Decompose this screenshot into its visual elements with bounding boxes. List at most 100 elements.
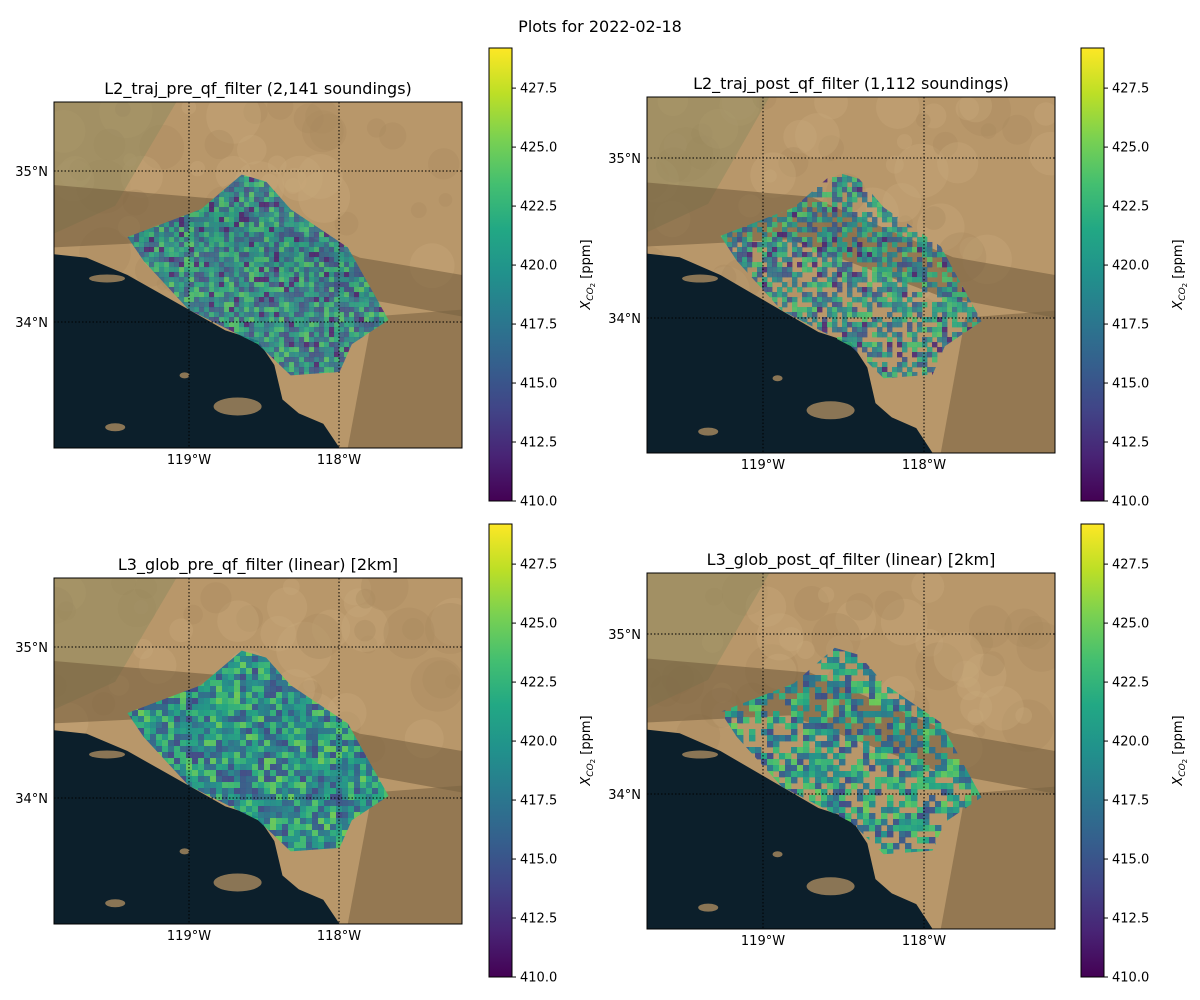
xco2-cell xyxy=(149,322,155,328)
xco2-cell xyxy=(204,342,210,348)
terrain-patch xyxy=(107,273,140,306)
xco2-cell xyxy=(454,362,459,367)
xco2-cell xyxy=(254,102,259,107)
xco2-cell xyxy=(304,202,310,208)
xco2-cell xyxy=(379,152,384,157)
xco2-cell xyxy=(89,182,94,187)
xco2-cell xyxy=(127,232,130,238)
xco2-cell xyxy=(359,122,364,127)
xco2-cell xyxy=(54,402,59,407)
xco2-cell xyxy=(264,387,269,392)
xco2-cell xyxy=(239,127,244,132)
xco2-cell xyxy=(159,367,165,373)
xco2-cell xyxy=(169,232,175,238)
xco2-cell xyxy=(269,217,275,223)
xco2-cell xyxy=(359,202,365,208)
xco2-cell xyxy=(459,172,464,177)
xco2-cell xyxy=(269,287,275,293)
xco2-cell xyxy=(319,117,324,122)
xco2-cell xyxy=(254,307,260,313)
xco2-cell xyxy=(194,174,200,178)
xco2-cell xyxy=(144,287,150,293)
xco2-cell xyxy=(369,192,375,198)
xco2-cell xyxy=(409,202,414,207)
xco2-cell xyxy=(364,222,370,228)
xco2-cell xyxy=(269,132,274,137)
xco2-cell xyxy=(249,174,255,178)
xco2-cell xyxy=(389,322,394,327)
xco2-cell xyxy=(294,297,300,303)
xco2-cell xyxy=(194,337,200,343)
xco2-cell xyxy=(444,237,449,242)
xco2-cell xyxy=(404,137,409,142)
xco2-cell xyxy=(169,392,174,397)
xco2-cell xyxy=(414,112,419,117)
xco2-cell xyxy=(79,372,84,377)
xco2-cell xyxy=(244,222,250,228)
xco2-cell xyxy=(129,282,135,288)
xco2-cell xyxy=(379,272,385,278)
xco2-cell xyxy=(184,247,190,253)
xco2-cell xyxy=(254,167,259,172)
xco2-cell xyxy=(144,102,149,107)
xco2-cell xyxy=(284,302,290,308)
xco2-cell xyxy=(374,177,380,183)
xco2-cell xyxy=(434,392,439,397)
xco2-cell xyxy=(434,107,439,112)
island xyxy=(89,274,126,283)
xco2-cell xyxy=(314,227,320,233)
xco2-cell xyxy=(384,287,389,293)
xco2-cell xyxy=(324,362,330,368)
xco2-cell xyxy=(224,197,230,203)
xco2-cell xyxy=(124,122,129,127)
xco2-cell xyxy=(299,287,305,293)
xco2-cell xyxy=(254,197,260,203)
xco2-cell xyxy=(449,117,454,122)
xco2-cell xyxy=(64,327,69,332)
xco2-cell xyxy=(274,297,280,303)
xco2-cell xyxy=(99,342,104,347)
xco2-cell xyxy=(89,242,94,247)
xco2-cell xyxy=(289,362,295,368)
xco2-cell xyxy=(339,367,345,373)
xco2-cell xyxy=(409,252,414,257)
xco2-cell xyxy=(324,287,330,293)
xco2-cell xyxy=(179,197,185,203)
xco2-cell xyxy=(184,377,189,382)
xco2-cell xyxy=(414,272,419,277)
xco2-cell xyxy=(239,217,245,223)
xco2-cell xyxy=(344,247,350,253)
xco2-cell xyxy=(339,287,345,293)
xco2-cell xyxy=(229,327,235,333)
xco2-cell xyxy=(294,192,300,198)
xco2-cell xyxy=(419,132,424,137)
xco2-cell xyxy=(359,377,364,382)
xco2-cell xyxy=(84,137,89,142)
xco2-cell xyxy=(229,287,235,293)
xco2-cell xyxy=(219,147,224,152)
xco2-cell xyxy=(164,207,170,213)
xco2-cell xyxy=(314,197,320,203)
xco2-cell xyxy=(214,282,220,288)
xco2-cell xyxy=(389,307,394,312)
xco2-cell xyxy=(304,332,310,338)
xco2-cell xyxy=(294,157,299,162)
xco2-cell xyxy=(139,122,144,127)
xco2-cell xyxy=(424,132,429,137)
xco2-cell xyxy=(394,302,399,307)
xco2-cell xyxy=(439,152,444,157)
xco2-cell xyxy=(329,267,335,273)
xco2-cell xyxy=(179,317,185,323)
xco2-cell xyxy=(414,262,419,267)
xco2-cell xyxy=(169,197,175,203)
xco2-cell xyxy=(54,182,59,187)
xco2-cell xyxy=(239,382,244,387)
xco2-cell xyxy=(349,107,354,112)
xco2-cell xyxy=(149,237,155,243)
xco2-cell xyxy=(334,177,340,183)
xco2-cell xyxy=(329,347,335,353)
xco2-cell xyxy=(309,387,314,392)
xco2-cell xyxy=(94,307,99,312)
xco2-cell xyxy=(99,322,104,327)
xco2-cell xyxy=(339,362,345,368)
